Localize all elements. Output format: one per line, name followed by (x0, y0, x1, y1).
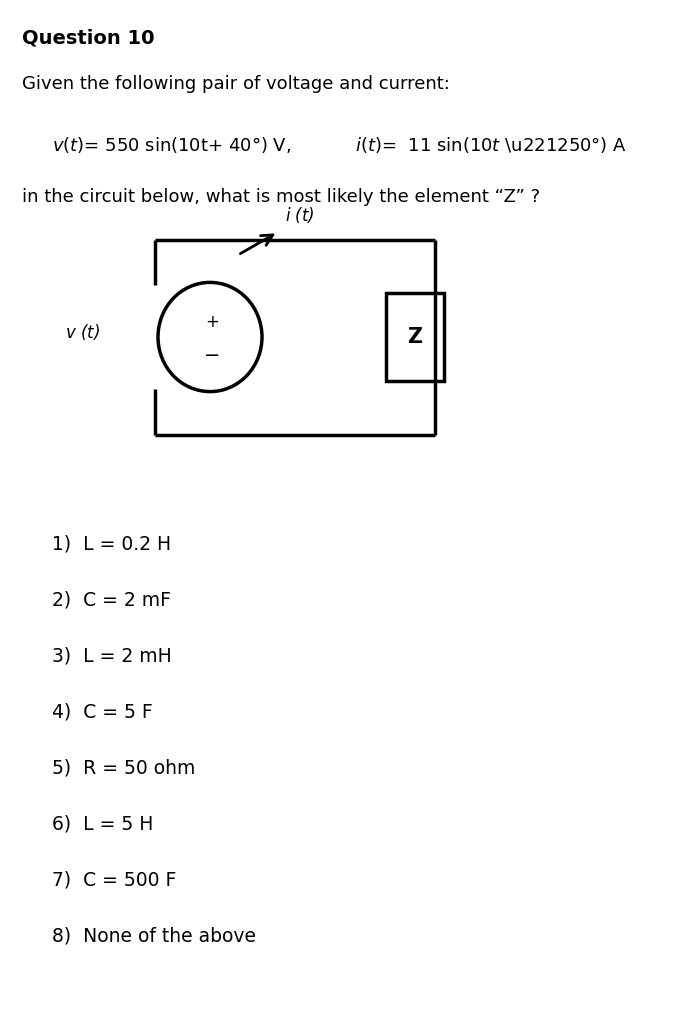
Text: +: + (205, 313, 219, 331)
Text: 3)  L = 2 mH: 3) L = 2 mH (52, 647, 172, 666)
Text: 8)  None of the above: 8) None of the above (52, 927, 256, 946)
Text: $i(t)$=  11 sin(10$t$ \u221250°) A: $i(t)$= 11 sin(10$t$ \u221250°) A (355, 135, 627, 155)
Text: $v(t)$= 550 sin(10t+ 40°) V,: $v(t)$= 550 sin(10t+ 40°) V, (52, 135, 291, 155)
Text: 4)  C = 5 F: 4) C = 5 F (52, 703, 153, 722)
Bar (386, 293, 444, 381)
Text: 2)  C = 2 mF: 2) C = 2 mF (52, 591, 171, 610)
Text: $v$ (t): $v$ (t) (65, 322, 100, 342)
Text: 7)  C = 500 F: 7) C = 500 F (52, 871, 176, 890)
Text: −: − (204, 345, 220, 365)
Text: Question 10: Question 10 (22, 28, 155, 47)
Text: $i$ (t): $i$ (t) (285, 205, 315, 225)
Text: 6)  L = 5 H: 6) L = 5 H (52, 815, 153, 834)
Text: 5)  R = 50 ohm: 5) R = 50 ohm (52, 759, 195, 778)
Text: Z: Z (407, 327, 422, 347)
Text: 1)  L = 0.2 H: 1) L = 0.2 H (52, 535, 171, 554)
Text: Given the following pair of voltage and current:: Given the following pair of voltage and … (22, 75, 450, 93)
Text: in the circuit below, what is most likely the element “Z” ?: in the circuit below, what is most likel… (22, 188, 540, 206)
